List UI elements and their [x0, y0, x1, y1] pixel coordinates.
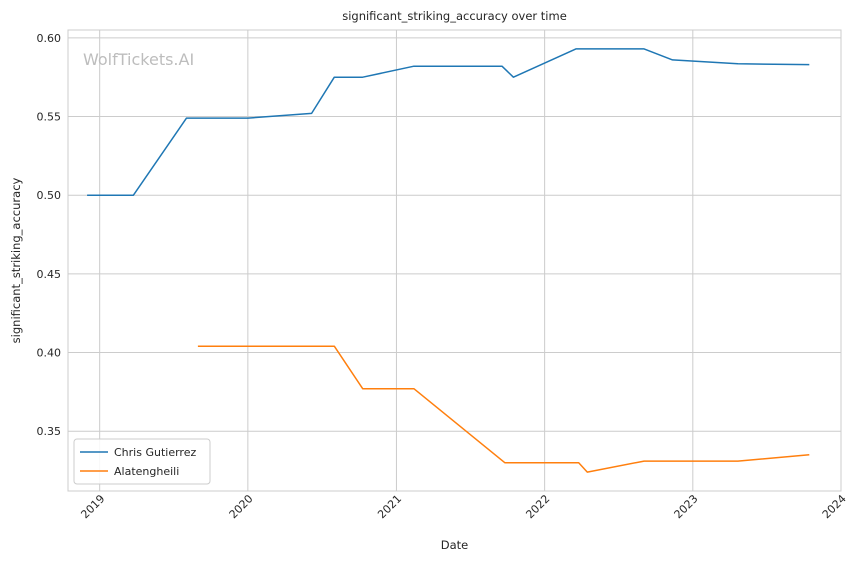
y-tick-label: 0.35: [37, 425, 62, 438]
y-axis-label: significant_striking_accuracy: [9, 177, 23, 343]
legend-label: Alatengheili: [114, 465, 179, 478]
series-lines: [87, 48, 810, 473]
y-tick-label: 0.55: [37, 111, 62, 124]
y-tick-label: 0.50: [37, 189, 62, 202]
chart-title: significant_striking_accuracy over time: [342, 9, 567, 23]
legend-label: Chris Gutierrez: [114, 446, 196, 459]
y-tick-label: 0.60: [37, 32, 62, 45]
series-line-1: [197, 345, 810, 473]
y-axis-ticks: 0.35 0.40 0.45 0.50 0.55 0.60: [37, 32, 62, 438]
series-line-0: [87, 48, 810, 196]
grid-lines: [68, 30, 841, 491]
watermark-text: WolfTickets.AI: [83, 50, 194, 69]
x-axis-label: Date: [441, 538, 469, 552]
legend: Chris Gutierrez Alatengheili: [73, 438, 211, 485]
y-tick-label: 0.40: [37, 347, 62, 360]
y-tick-label: 0.45: [37, 268, 62, 281]
legend-box: [73, 438, 211, 485]
plot-frame: [67, 29, 842, 492]
